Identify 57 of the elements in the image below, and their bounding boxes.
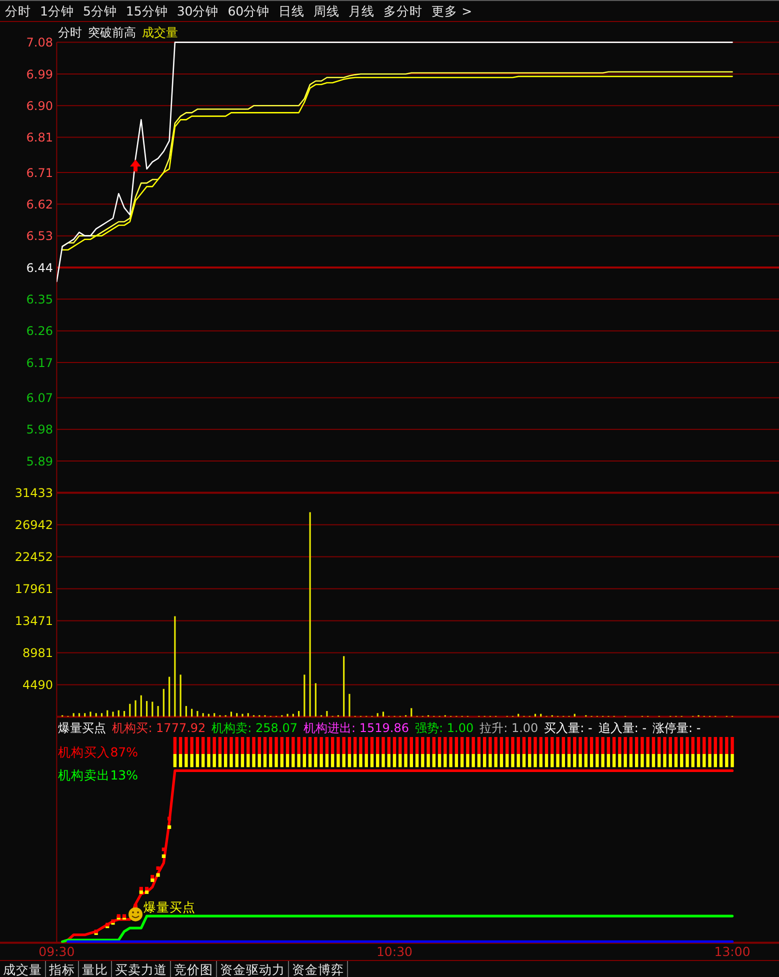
y-tick-label: 5.98 [26,422,53,437]
x-tick-label: 13:00 [714,944,750,960]
y-tick-label: 6.62 [26,197,53,212]
y-tick-label: 6.07 [26,390,53,405]
text: 成交量 [142,26,178,40]
y-tick-label: 6.99 [26,67,53,82]
text: 指标 [48,962,75,977]
y-tick-label: 6.81 [26,130,53,145]
text: 涨停量: - [652,721,701,735]
y-tick-label: 8981 [22,646,53,660]
y-tick-label: 6.53 [26,229,53,244]
text: 分时 [58,26,82,40]
text: 60分钟 [228,4,270,18]
text: 1分钟 [40,4,74,18]
x-tick-label: 09:30 [38,944,75,960]
y-tick-label: 13471 [14,614,53,628]
y-tick-label: 6.26 [26,324,53,338]
text: 多分时 [384,4,423,18]
text: 成交量 [3,962,42,977]
text: 月线 [348,4,375,18]
y-tick-label: 17961 [14,582,53,596]
y-tick-label: 31433 [14,486,53,500]
text: 追入量: - [598,721,647,735]
text: 资金博弈 [292,962,344,977]
text: 30分钟 [176,4,219,18]
text: 机构卖出13% [58,768,138,783]
y-tick-label: 5.89 [26,454,53,468]
text: 量比 [82,962,108,977]
text: 机构进出: 1519.86 [304,721,410,735]
text: 日线 [278,4,305,18]
y-tick-label: 7.08 [26,36,53,50]
text: 强势: 1.00 [415,721,474,735]
text: 机构卖: 258.07 [212,721,298,735]
text: 机构买: 1777.92 [112,721,206,735]
text: 拉升: 1.00 [480,721,538,735]
y-tick-label: 6.90 [26,98,53,113]
text: 机构买入87% [58,744,138,760]
text: 5分钟 [82,4,117,18]
text: 突破前高 [88,26,136,40]
text: 更多 > [432,4,472,18]
text: 分时 [5,4,31,18]
y-tick-label: 6.17 [26,356,53,370]
text: 买卖力道 [115,962,167,977]
y-tick-label: 6.71 [26,166,53,180]
y-tick-label: 6.44 [26,260,53,275]
series-label: 爆量买点 [144,899,196,914]
text: 买入量: - [544,721,592,735]
x-tick-label: 10:30 [376,944,413,960]
text: 资金驱动力 [220,962,285,977]
y-tick-label: 4490 [22,678,53,692]
y-tick-label: 26942 [14,518,53,532]
y-tick-label: 22452 [14,550,53,564]
y-tick-label: 6.35 [26,292,53,306]
text: 周线 [314,4,340,18]
text: 竞价图 [174,962,213,977]
text: 爆量买点 [58,721,106,735]
text: 15分钟 [126,4,168,18]
